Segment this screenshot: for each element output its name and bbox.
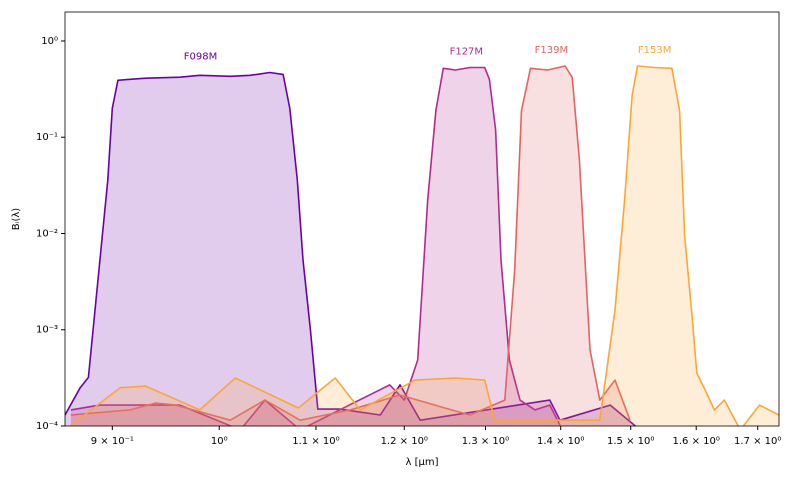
- x-tick-label: 1.3 × 10⁰: [462, 436, 509, 447]
- x-tick-label: 1.5 × 10⁰: [607, 436, 654, 447]
- band-line: [70, 66, 561, 426]
- y-axis-label: Bᵢ(λ): [11, 208, 22, 230]
- x-tick-label: 1.4 × 10⁰: [537, 436, 584, 447]
- band-fill: [65, 72, 636, 426]
- x-tick-label: 1.7 × 10⁰: [734, 436, 781, 447]
- plot-area: [65, 65, 779, 426]
- band-line: [65, 71, 637, 426]
- band-label: F153M: [638, 45, 671, 56]
- band-fill: [70, 66, 779, 426]
- axes-frame: [64, 11, 780, 427]
- x-tick-label: 9 × 10⁻¹: [91, 436, 134, 447]
- x-tick-label: 10⁰: [211, 436, 228, 447]
- x-tick-label: 1.2 × 10⁰: [381, 436, 428, 447]
- y-tick-label: 10⁻²: [36, 228, 58, 239]
- x-axis-label: λ [μm]: [405, 457, 438, 468]
- y-tick-label: 10⁻⁴: [36, 421, 58, 432]
- band-label: F127M: [450, 47, 483, 58]
- band-line: [70, 65, 631, 421]
- band-label: F098M: [184, 52, 217, 63]
- x-tick-label: 1.1 × 10⁰: [292, 436, 339, 447]
- x-tick-label: 1.6 × 10⁰: [673, 436, 720, 447]
- y-tick-label: 10⁻¹: [36, 132, 58, 143]
- band-line: [68, 65, 779, 426]
- band-fill: [70, 67, 560, 426]
- y-tick-label: 10⁻³: [36, 325, 58, 336]
- band-label: F139M: [535, 45, 568, 56]
- y-tick-label: 10⁰: [41, 36, 58, 47]
